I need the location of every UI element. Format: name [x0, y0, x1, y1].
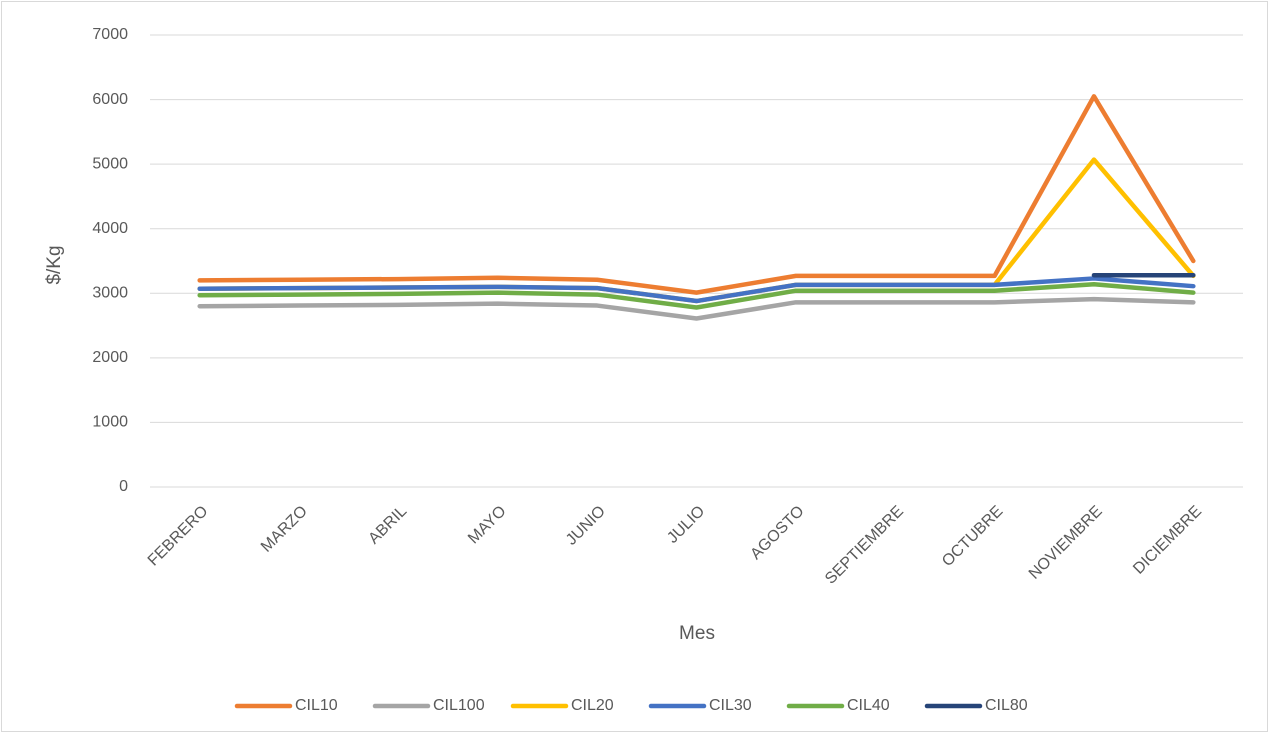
- y-axis-title: $/Kg: [44, 245, 65, 284]
- legend-label: CIL100: [433, 697, 485, 714]
- legend-label: CIL20: [571, 697, 614, 714]
- chart-border: [1, 1, 1268, 732]
- x-axis-title: Mes: [679, 623, 715, 644]
- legend-label: CIL30: [709, 697, 752, 714]
- y-tick-label: 5000: [92, 155, 128, 172]
- y-tick-label: 1000: [92, 414, 128, 431]
- series-line: [197, 296, 1196, 321]
- series-line: [197, 94, 1196, 295]
- y-tick-label: 0: [119, 478, 128, 495]
- y-tick-label: 7000: [92, 26, 128, 43]
- legend-label: CIL40: [847, 697, 890, 714]
- y-tick-label: 6000: [92, 91, 128, 108]
- series-line: [197, 281, 1196, 310]
- y-tick-label: 3000: [92, 285, 128, 302]
- legend-label: CIL10: [295, 697, 338, 714]
- legend-label: CIL80: [985, 697, 1028, 714]
- series-line: [197, 276, 1196, 304]
- y-tick-label: 4000: [92, 220, 128, 237]
- y-tick-label: 2000: [92, 349, 128, 366]
